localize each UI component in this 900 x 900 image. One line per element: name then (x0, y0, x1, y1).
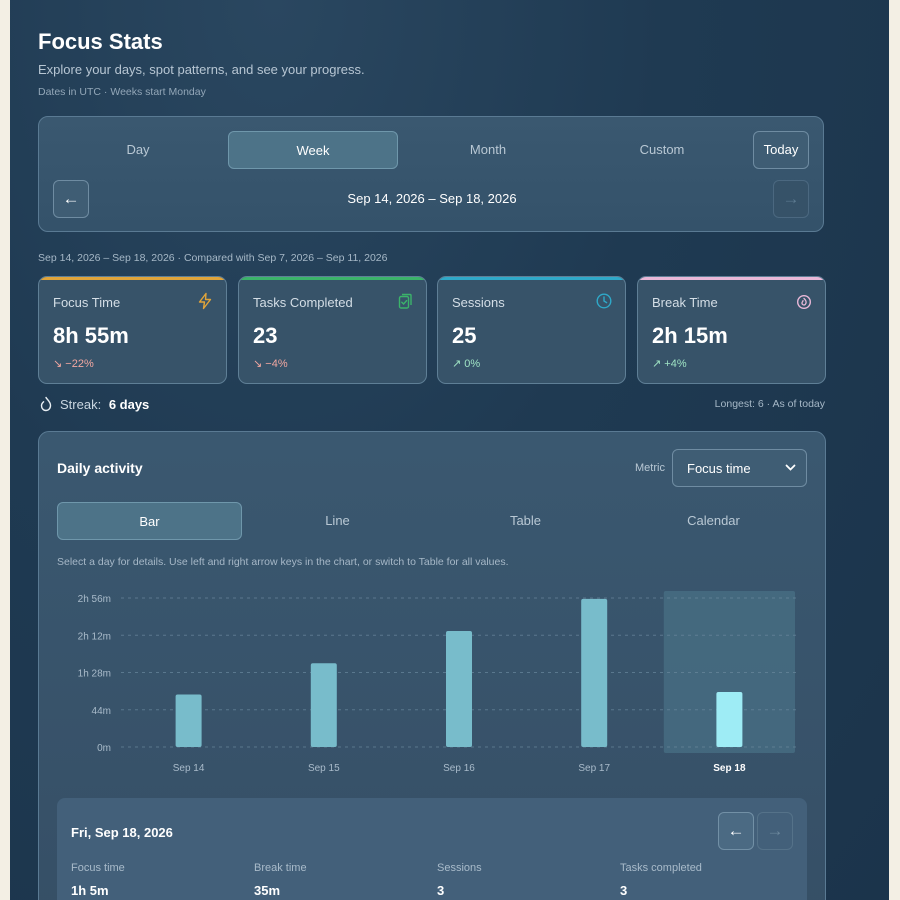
trend-up-icon: ↗ (452, 358, 462, 370)
detail-value: 3 (437, 883, 445, 898)
range-tab-custom[interactable]: Custom (639, 142, 685, 157)
selected-day-highlight (663, 591, 795, 753)
metric-select[interactable]: Focus time (672, 449, 807, 487)
x-tick-label: Sep 17 (578, 763, 610, 774)
stat-value: 25 (452, 323, 477, 348)
stat-value: 8h 55m (53, 323, 129, 348)
clock-icon (596, 293, 612, 309)
next-day-button[interactable]: → (757, 812, 793, 850)
view-tab-calendar[interactable]: Calendar (687, 513, 740, 528)
stat-card-break-time: Break Time 2h 15m ↗ +4% (637, 276, 826, 384)
trend-up-icon: ↗ (652, 358, 662, 370)
stat-delta: ↗ +4% (652, 357, 687, 370)
stat-delta: ↘ −22% (53, 357, 94, 370)
detail-label: Focus time (71, 862, 125, 874)
detail-value: 1h 5m (71, 883, 109, 898)
x-tick-label: Sep 14 (173, 763, 205, 774)
chevron-down-icon (785, 464, 796, 471)
x-tick-label: Sep 15 (308, 763, 340, 774)
previous-day-button[interactable]: ← (718, 812, 754, 850)
stat-delta-value: +4% (664, 358, 687, 370)
y-tick-label: 2h 56m (78, 594, 111, 605)
daily-activity-card: Daily activity Metric Focus time Bar Lin… (38, 431, 826, 900)
range-label: Sep 14, 2026 – Sep 18, 2026 (347, 191, 517, 206)
y-tick-label: 44m (92, 706, 111, 717)
bar-sep-14[interactable] (175, 694, 202, 747)
stat-delta-value: 0% (464, 358, 481, 370)
streak-indicator: Streak: 6 days (38, 396, 149, 412)
clipboard-check-icon (398, 293, 412, 309)
trend-down-icon: ↘ (53, 358, 63, 370)
range-tab-day[interactable]: Day (126, 142, 150, 157)
page-title: Focus Stats (38, 29, 163, 54)
bar-sep-15[interactable] (310, 663, 337, 747)
view-tab-bar[interactable]: Bar (57, 502, 242, 540)
page-subtitle: Explore your days, spot patterns, and se… (38, 62, 365, 77)
y-tick-label: 0m (97, 743, 111, 754)
y-tick-label: 1h 28m (78, 669, 111, 680)
view-tab-table[interactable]: Table (509, 513, 542, 528)
detail-date: Fri, Sep 18, 2026 (71, 825, 173, 840)
timezone-note: Dates in UTC · Weeks start Monday (38, 86, 206, 98)
daily-activity-chart[interactable]: 0m 44m 1h 28m 2h 12m 2h 56m Sep 14 Sep 15 Sep 1… (39, 582, 827, 782)
streak-flame-icon (40, 396, 52, 412)
focus-stats-app: Focus Stats Explore your days, spot patt… (10, 0, 889, 900)
stat-delta-value: −22% (65, 358, 94, 370)
metric-label: Metric (635, 462, 665, 474)
comparison-text: Sep 14, 2026 – Sep 18, 2026 · Compared w… (38, 252, 388, 264)
streak-value: 6 days (108, 397, 150, 412)
streak-note: Longest: 6 · As of today (714, 398, 825, 410)
detail-value: 3 (620, 883, 628, 898)
detail-break-time: Break time 35m (254, 862, 424, 898)
stat-label: Focus Time (53, 295, 121, 310)
detail-tasks-completed: Tasks completed 3 (620, 862, 790, 898)
stat-card-focus-time: Focus Time 8h 55m ↘ −22% (38, 276, 227, 384)
stat-label: Tasks Completed (253, 295, 353, 310)
next-range-button[interactable]: → (773, 180, 809, 218)
range-tab-week[interactable]: Week (228, 131, 398, 169)
flame-icon (796, 294, 812, 310)
stat-label: Break Time (652, 295, 718, 310)
stat-value: 2h 15m (652, 323, 728, 348)
trend-down-icon: ↘ (253, 358, 263, 370)
detail-label: Tasks completed (620, 862, 702, 874)
detail-label: Sessions (437, 862, 482, 874)
previous-range-button[interactable]: ← (53, 180, 89, 218)
stat-delta: ↗ 0% (452, 357, 480, 370)
range-tab-month[interactable]: Month (469, 142, 507, 157)
view-tab-line[interactable]: Line (325, 513, 350, 528)
chart-hint: Select a day for details. Use left and r… (57, 556, 509, 568)
streak-label: Streak: (60, 397, 102, 412)
stat-card-sessions: Sessions 25 ↗ 0% (437, 276, 626, 384)
bar-sep-16[interactable] (446, 631, 472, 747)
detail-value: 35m (254, 883, 281, 898)
stat-label: Sessions (452, 295, 505, 310)
x-tick-label: Sep 16 (443, 763, 475, 774)
x-tick-label: Sep 18 (713, 763, 746, 774)
date-range-card: Day Week Month Custom Today ← Sep 14, 20… (38, 116, 824, 232)
activity-title: Daily activity (57, 460, 143, 476)
detail-label: Break time (254, 862, 307, 874)
stat-accent (239, 277, 426, 280)
stat-accent (638, 277, 825, 280)
stat-accent (39, 277, 226, 280)
stat-delta: ↘ −4% (253, 357, 288, 370)
bar-sep-18[interactable] (716, 691, 743, 747)
metric-select-value: Focus time (687, 461, 751, 476)
detail-sessions: Sessions 3 (437, 862, 607, 898)
y-tick-label: 2h 12m (78, 631, 111, 642)
detail-focus-time: Focus time 1h 5m (71, 862, 241, 898)
bar-sep-17[interactable] (581, 598, 608, 747)
stat-delta-value: −4% (265, 358, 288, 370)
stat-accent (438, 277, 625, 280)
today-button[interactable]: Today (753, 131, 809, 169)
stat-value: 23 (253, 323, 278, 348)
stat-card-tasks-completed: Tasks Completed 23 ↘ −4% (238, 276, 427, 384)
bolt-icon (198, 292, 212, 310)
day-detail-panel: Fri, Sep 18, 2026 ← → Focus time 1h 5m B… (57, 798, 807, 900)
